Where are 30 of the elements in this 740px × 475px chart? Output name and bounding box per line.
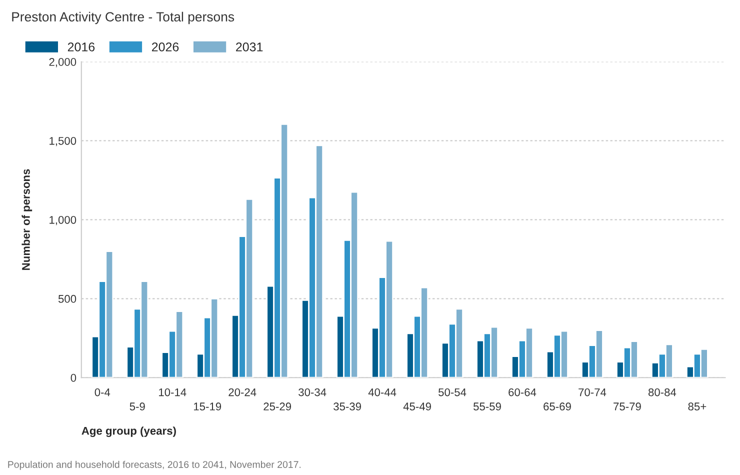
y-tick-label: 0: [70, 374, 76, 382]
x-tick-label: 35-39: [334, 402, 361, 410]
y-tick-label: 1,000: [50, 216, 76, 226]
y-tick-label: 500: [58, 294, 76, 303]
x-tick-label: 5-9: [130, 402, 145, 410]
x-tick-label: 60-64: [508, 388, 536, 396]
y-tick-label: 2,000: [49, 58, 76, 68]
x-tick-label: 40-44: [368, 388, 396, 396]
x-tick-label: 80-84: [648, 388, 676, 396]
y-axis-title: Number of persons: [22, 169, 32, 270]
x-tick-label: 45-49: [403, 402, 431, 410]
x-tick-label: 20-24: [228, 388, 256, 396]
x-tick-label: 25-29: [264, 402, 292, 410]
x-tick-label: 55-59: [474, 402, 501, 410]
x-tick-label: 75-79: [614, 402, 641, 410]
x-tick-label: 70-74: [578, 388, 606, 396]
legend-label: 2026: [152, 42, 179, 52]
x-tick-label: 15-19: [194, 402, 222, 410]
y-tick-label: 1,500: [50, 136, 76, 146]
x-axis-title: Age group (years): [82, 426, 176, 437]
x-tick-label: 10-14: [159, 388, 186, 396]
legend-label: 2031: [236, 42, 263, 52]
x-tick-label: 30-34: [298, 388, 326, 396]
legend-label: 2016: [68, 42, 95, 52]
x-tick-label: 0-4: [94, 388, 110, 396]
x-tick-label: 50-54: [438, 388, 466, 396]
x-tick-label: 85+: [688, 402, 706, 410]
x-tick-label: 65-69: [544, 402, 571, 410]
text: Population and household forecasts, 2016 to 2041, November 2017.: [8, 460, 301, 470]
chart-title: Preston Activity Centre - Total persons: [12, 12, 234, 24]
